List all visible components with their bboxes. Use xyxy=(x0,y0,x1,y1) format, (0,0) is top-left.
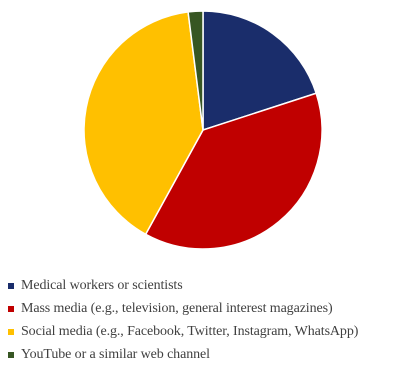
legend-item-mass-media: Mass media (e.g., television, general in… xyxy=(8,297,396,320)
legend-swatch-youtube xyxy=(8,351,14,358)
pie-slice-social-media xyxy=(83,11,204,236)
legend-label-mass-media: Mass media (e.g., television, general in… xyxy=(21,300,333,316)
pie-slice-medical-workers xyxy=(202,10,317,131)
legend-swatch-medical-workers xyxy=(8,282,14,289)
legend: Medical workers or scientists Mass media… xyxy=(8,274,396,366)
legend-label-medical-workers: Medical workers or scientists xyxy=(21,277,183,293)
legend-item-social-media: Social media (e.g., Facebook, Twitter, I… xyxy=(8,320,396,343)
legend-swatch-social-media xyxy=(8,328,14,335)
legend-item-youtube: YouTube or a similar web channel xyxy=(8,343,396,366)
legend-item-medical-workers: Medical workers or scientists xyxy=(8,274,396,297)
pie-slice-mass-media xyxy=(144,92,323,250)
pie-slice-youtube xyxy=(187,10,204,131)
legend-label-youtube: YouTube or a similar web channel xyxy=(21,346,210,362)
legend-swatch-mass-media xyxy=(8,305,14,312)
legend-label-social-media: Social media (e.g., Facebook, Twitter, I… xyxy=(21,323,359,339)
